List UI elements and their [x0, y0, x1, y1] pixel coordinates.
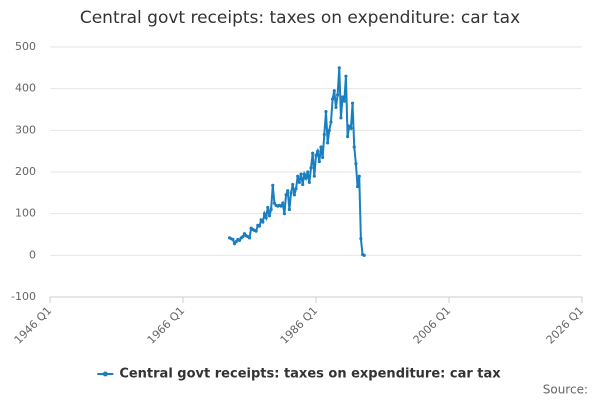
data-point: [264, 216, 268, 220]
x-tick-label: 1986 Q1: [278, 304, 321, 347]
legend-label: Central govt receipts: taxes on expendit…: [119, 367, 501, 382]
data-point: [254, 229, 258, 233]
data-point: [331, 97, 335, 101]
y-tick-label: 500: [15, 40, 36, 53]
data-point: [292, 193, 296, 197]
data-point: [287, 207, 291, 212]
source-label: Source:: [543, 383, 588, 397]
data-point: [312, 174, 316, 178]
data-point: [267, 214, 272, 218]
y-tick-label: 200: [15, 165, 36, 178]
y-tick-label: 400: [15, 82, 36, 95]
data-point: [316, 149, 320, 153]
data-point: [257, 224, 262, 228]
data-point: [269, 207, 273, 212]
data-point: [299, 172, 303, 176]
data-point: [326, 141, 330, 145]
data-point: [342, 99, 346, 103]
data-point: [261, 220, 265, 224]
legend: Central govt receipts: taxes on expendit…: [97, 367, 501, 382]
data-point: [317, 159, 321, 164]
y-tick-label: -100: [11, 290, 36, 303]
y-tick-label: 100: [15, 207, 36, 220]
data-point: [352, 145, 356, 149]
data-point: [247, 236, 252, 240]
data-point: [321, 155, 325, 160]
data-point: [329, 120, 333, 124]
data-point: [332, 89, 336, 93]
data-point: [359, 237, 363, 241]
y-tick-label: 0: [29, 248, 36, 261]
data-point: [282, 212, 287, 216]
data-point: [339, 116, 343, 120]
data-point: [336, 93, 340, 97]
data-point: [349, 126, 353, 130]
y-tick-label: 300: [15, 123, 36, 136]
data-point: [309, 166, 313, 170]
data-point: [262, 212, 267, 216]
data-point: [302, 172, 306, 176]
chart-title: Central govt receipts: taxes on expendit…: [80, 8, 520, 28]
data-point: [357, 174, 361, 178]
data-point: [322, 132, 326, 137]
data-point: [304, 176, 308, 180]
data-point: [279, 204, 283, 208]
data-point: [311, 151, 315, 155]
data-point: [297, 180, 301, 185]
data-point: [286, 189, 290, 193]
data-point: [324, 109, 328, 114]
data-point: [266, 205, 270, 210]
data-point: [291, 182, 295, 187]
data-point: [241, 234, 245, 239]
legend-marker: [102, 371, 108, 377]
data-point: [337, 66, 341, 70]
data-point: [271, 183, 275, 187]
data-point: [319, 145, 323, 149]
data-point: [306, 170, 310, 174]
x-tick-label: 2026 Q1: [544, 304, 587, 347]
data-point: [341, 95, 345, 99]
data-point: [327, 128, 331, 132]
data-point: [289, 191, 293, 195]
data-point: [237, 238, 242, 242]
data-point: [296, 174, 300, 178]
data-point: [314, 153, 318, 157]
data-point: [344, 74, 348, 78]
data-point: [354, 162, 358, 166]
data-point: [281, 201, 285, 205]
data-point: [307, 180, 311, 185]
data-line: [229, 67, 365, 257]
data-point: [284, 193, 288, 197]
data-point: [350, 101, 355, 105]
x-tick-label: 1946 Q1: [12, 304, 55, 347]
data-point: [362, 253, 366, 257]
data-point: [231, 237, 235, 242]
x-tick-label: 1966 Q1: [145, 304, 188, 347]
x-tick-label: 2006 Q1: [411, 304, 454, 347]
data-point: [294, 187, 298, 191]
data-point: [345, 134, 350, 139]
data-point: [301, 182, 305, 187]
data-point: [334, 105, 338, 110]
data-point: [355, 184, 360, 189]
